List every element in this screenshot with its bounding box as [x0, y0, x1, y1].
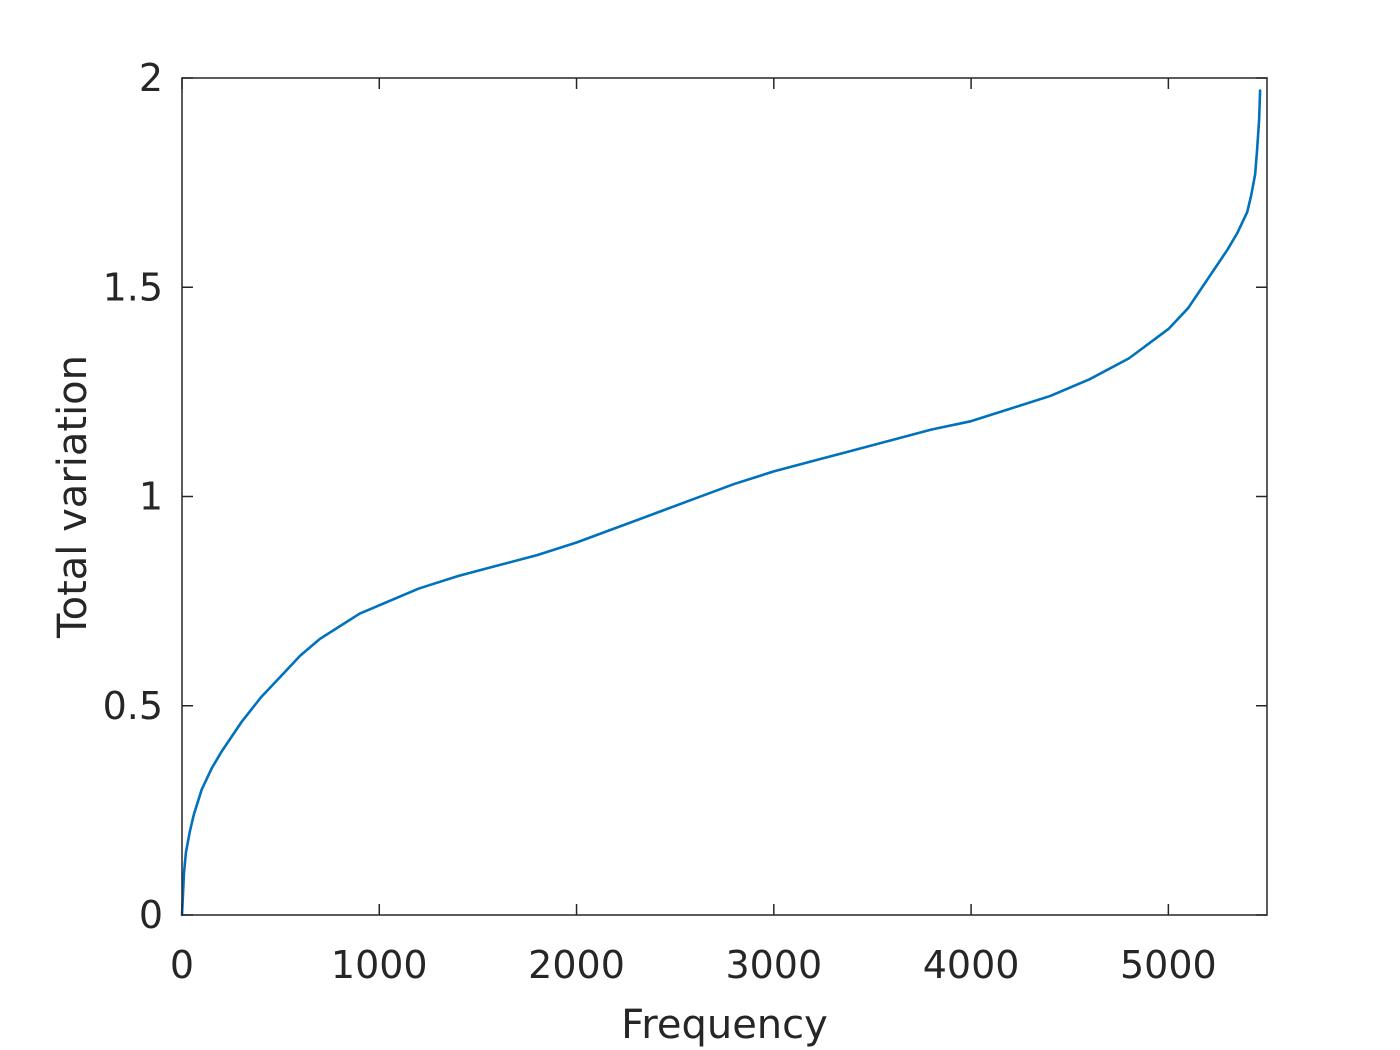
- y-tick-label: 1.5: [103, 265, 163, 309]
- x-tick-label: 2000: [528, 943, 625, 987]
- y-axis-label: Total variation: [50, 355, 96, 639]
- x-tick-label: 4000: [923, 943, 1020, 987]
- x-tick-label: 5000: [1120, 943, 1217, 987]
- x-tick-label: 0: [170, 943, 194, 987]
- y-tick-label: 1: [139, 475, 163, 519]
- y-tick-label: 2: [139, 56, 163, 100]
- x-tick-label: 3000: [725, 943, 822, 987]
- y-tick-label: 0.5: [103, 684, 163, 728]
- plot-area: [182, 78, 1267, 915]
- y-tick-label: 0: [139, 893, 163, 937]
- x-axis-label: Frequency: [621, 1002, 828, 1048]
- series-line: [180, 89, 1262, 917]
- axes-box: [181, 77, 1268, 916]
- x-tick-label: 1000: [331, 943, 428, 987]
- axis-tick-labels: 0 1000 2000 3000 4000 5000 0 0.5 1 1.5 2: [103, 56, 1217, 987]
